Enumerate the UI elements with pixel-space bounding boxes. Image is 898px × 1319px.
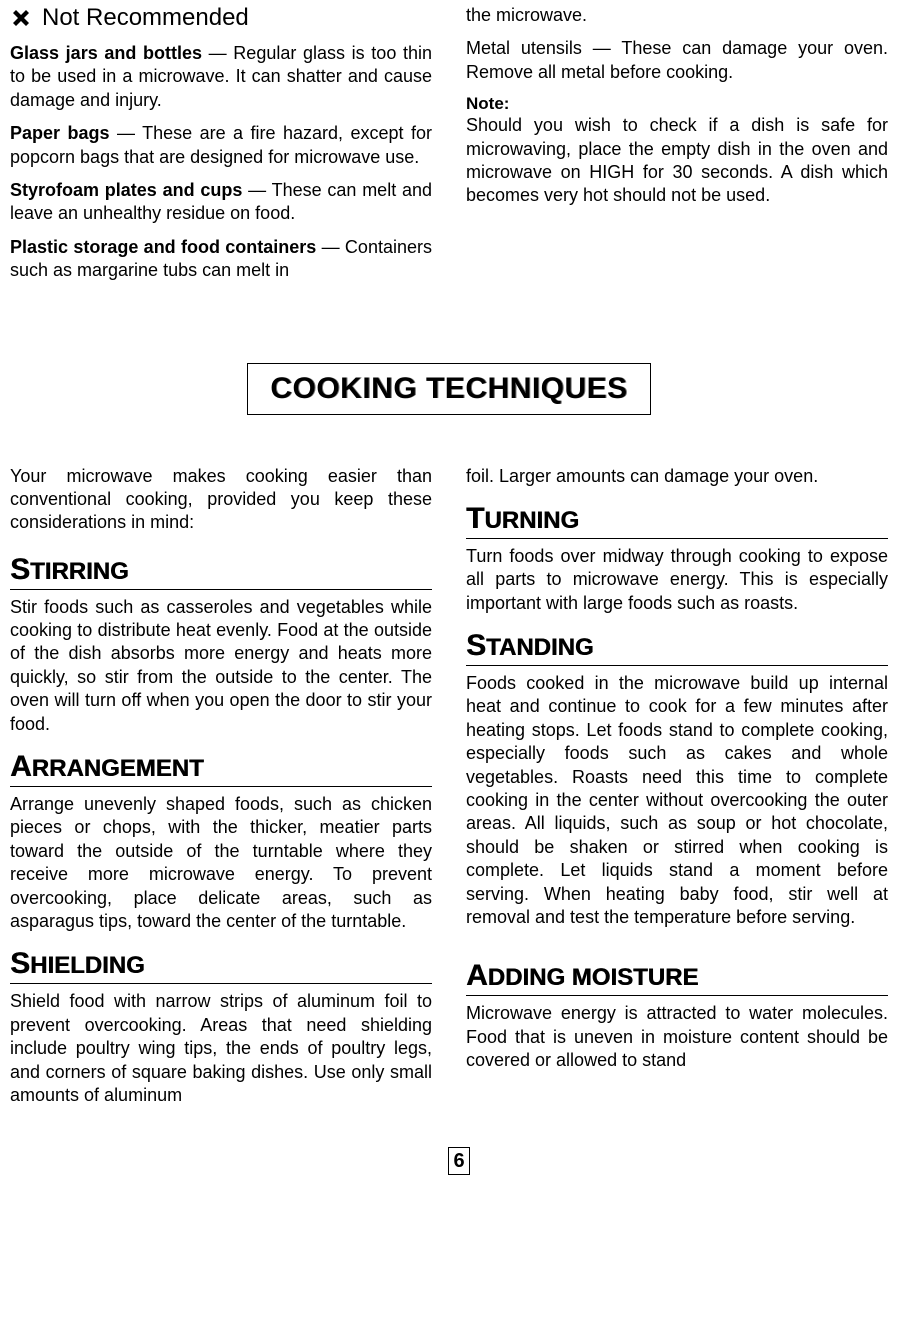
tech-head-arrangement: ARRANGEMENT <box>10 750 432 787</box>
tech-body-standing: Foods cooked in the microwave build up i… <box>466 672 888 929</box>
nr-continuation-1: the microwave. <box>466 4 888 27</box>
tech-head-turning: TURNING <box>466 502 888 539</box>
rest-shielding: HIELDING <box>30 952 145 979</box>
rest-standing: TANDING <box>486 634 594 661</box>
section-banner: COOKING TECHNIQUES <box>247 363 650 415</box>
nr-item-plastic: Plastic storage and food containers — Co… <box>10 236 432 283</box>
tech-body-moisture: Microwave energy is attracted to water m… <box>466 1002 888 1072</box>
rest-moisture: DDING MOISTURE <box>488 964 699 991</box>
not-recommended-title: Not Recommended <box>42 4 249 32</box>
cap-stirring: S <box>10 553 30 586</box>
page-number: 6 <box>448 1147 469 1175</box>
rest-turning: URNING <box>484 507 579 534</box>
tech-body-stirring: Stir foods such as casseroles and vegeta… <box>10 596 432 736</box>
rest-stirring: TIRRING <box>30 558 129 585</box>
tech-head-moisture: ADDING MOISTURE <box>466 959 888 996</box>
cross-icon <box>10 7 32 29</box>
cap-shielding: S <box>10 947 30 980</box>
tech-body-shielding: Shield food with narrow strips of alumin… <box>10 990 432 1107</box>
cap-turning: T <box>466 502 484 535</box>
nr-item-glass: Glass jars and bottles — Regular glass i… <box>10 42 432 112</box>
left-column-tech: Your microwave makes cooking easier than… <box>10 465 432 1122</box>
tech-intro: Your microwave makes cooking easier than… <box>10 465 432 535</box>
techniques-section: Your microwave makes cooking easier than… <box>10 465 888 1122</box>
tech-body-turning: Turn foods over midway through cooking t… <box>466 545 888 615</box>
left-column-top: Not Recommended Glass jars and bottles —… <box>10 4 432 293</box>
tech-head-stirring: STIRRING <box>10 553 432 590</box>
note-body: Should you wish to check if a dish is sa… <box>466 114 888 208</box>
nr-item-glass-label: Glass jars and bottles <box>10 43 202 63</box>
note-label: Note: <box>466 94 888 114</box>
right-column-tech: foil. Larger amounts can damage your ove… <box>466 465 888 1122</box>
nr-item-paper: Paper bags — These are a fire hazard, ex… <box>10 122 432 169</box>
page-root: Not Recommended Glass jars and bottles —… <box>0 0 898 1195</box>
tech-head-standing: STANDING <box>466 629 888 666</box>
section-title: COOKING TECHNIQUES <box>270 372 627 405</box>
not-recommended-heading: Not Recommended <box>10 4 432 32</box>
nr-continuation-2: Metal utensils — These can damage your o… <box>466 37 888 84</box>
nr-item-plastic-label: Plastic storage and food containers <box>10 237 316 257</box>
page-number-wrap: 6 <box>10 1147 898 1175</box>
not-recommended-section: Not Recommended Glass jars and bottles —… <box>10 4 888 293</box>
nr-item-styrofoam-label: Styrofoam plates and cups <box>10 180 242 200</box>
right-column-top: the microwave. Metal utensils — These ca… <box>466 4 888 293</box>
cap-standing: S <box>466 629 486 662</box>
tech-body-shielding-cont: foil. Larger amounts can damage your ove… <box>466 465 888 488</box>
rest-arrangement: RRANGEMENT <box>32 755 204 782</box>
nr-item-paper-label: Paper bags <box>10 123 110 143</box>
tech-body-arrangement: Arrange unevenly shaped foods, such as c… <box>10 793 432 933</box>
cap-arrangement: A <box>10 750 32 783</box>
nr-item-styrofoam: Styrofoam plates and cups — These can me… <box>10 179 432 226</box>
cap-moisture: A <box>466 959 488 992</box>
tech-head-shielding: SHIELDING <box>10 947 432 984</box>
